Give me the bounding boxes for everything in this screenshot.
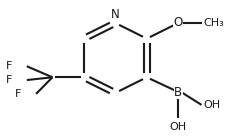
Text: F: F	[6, 61, 12, 71]
Text: OH: OH	[204, 100, 221, 110]
Text: F: F	[15, 89, 21, 99]
Text: OH: OH	[170, 122, 187, 132]
Text: O: O	[174, 17, 183, 30]
Text: CH₃: CH₃	[204, 18, 225, 28]
Text: B: B	[174, 86, 182, 99]
Text: F: F	[6, 75, 12, 85]
Text: N: N	[111, 8, 120, 21]
